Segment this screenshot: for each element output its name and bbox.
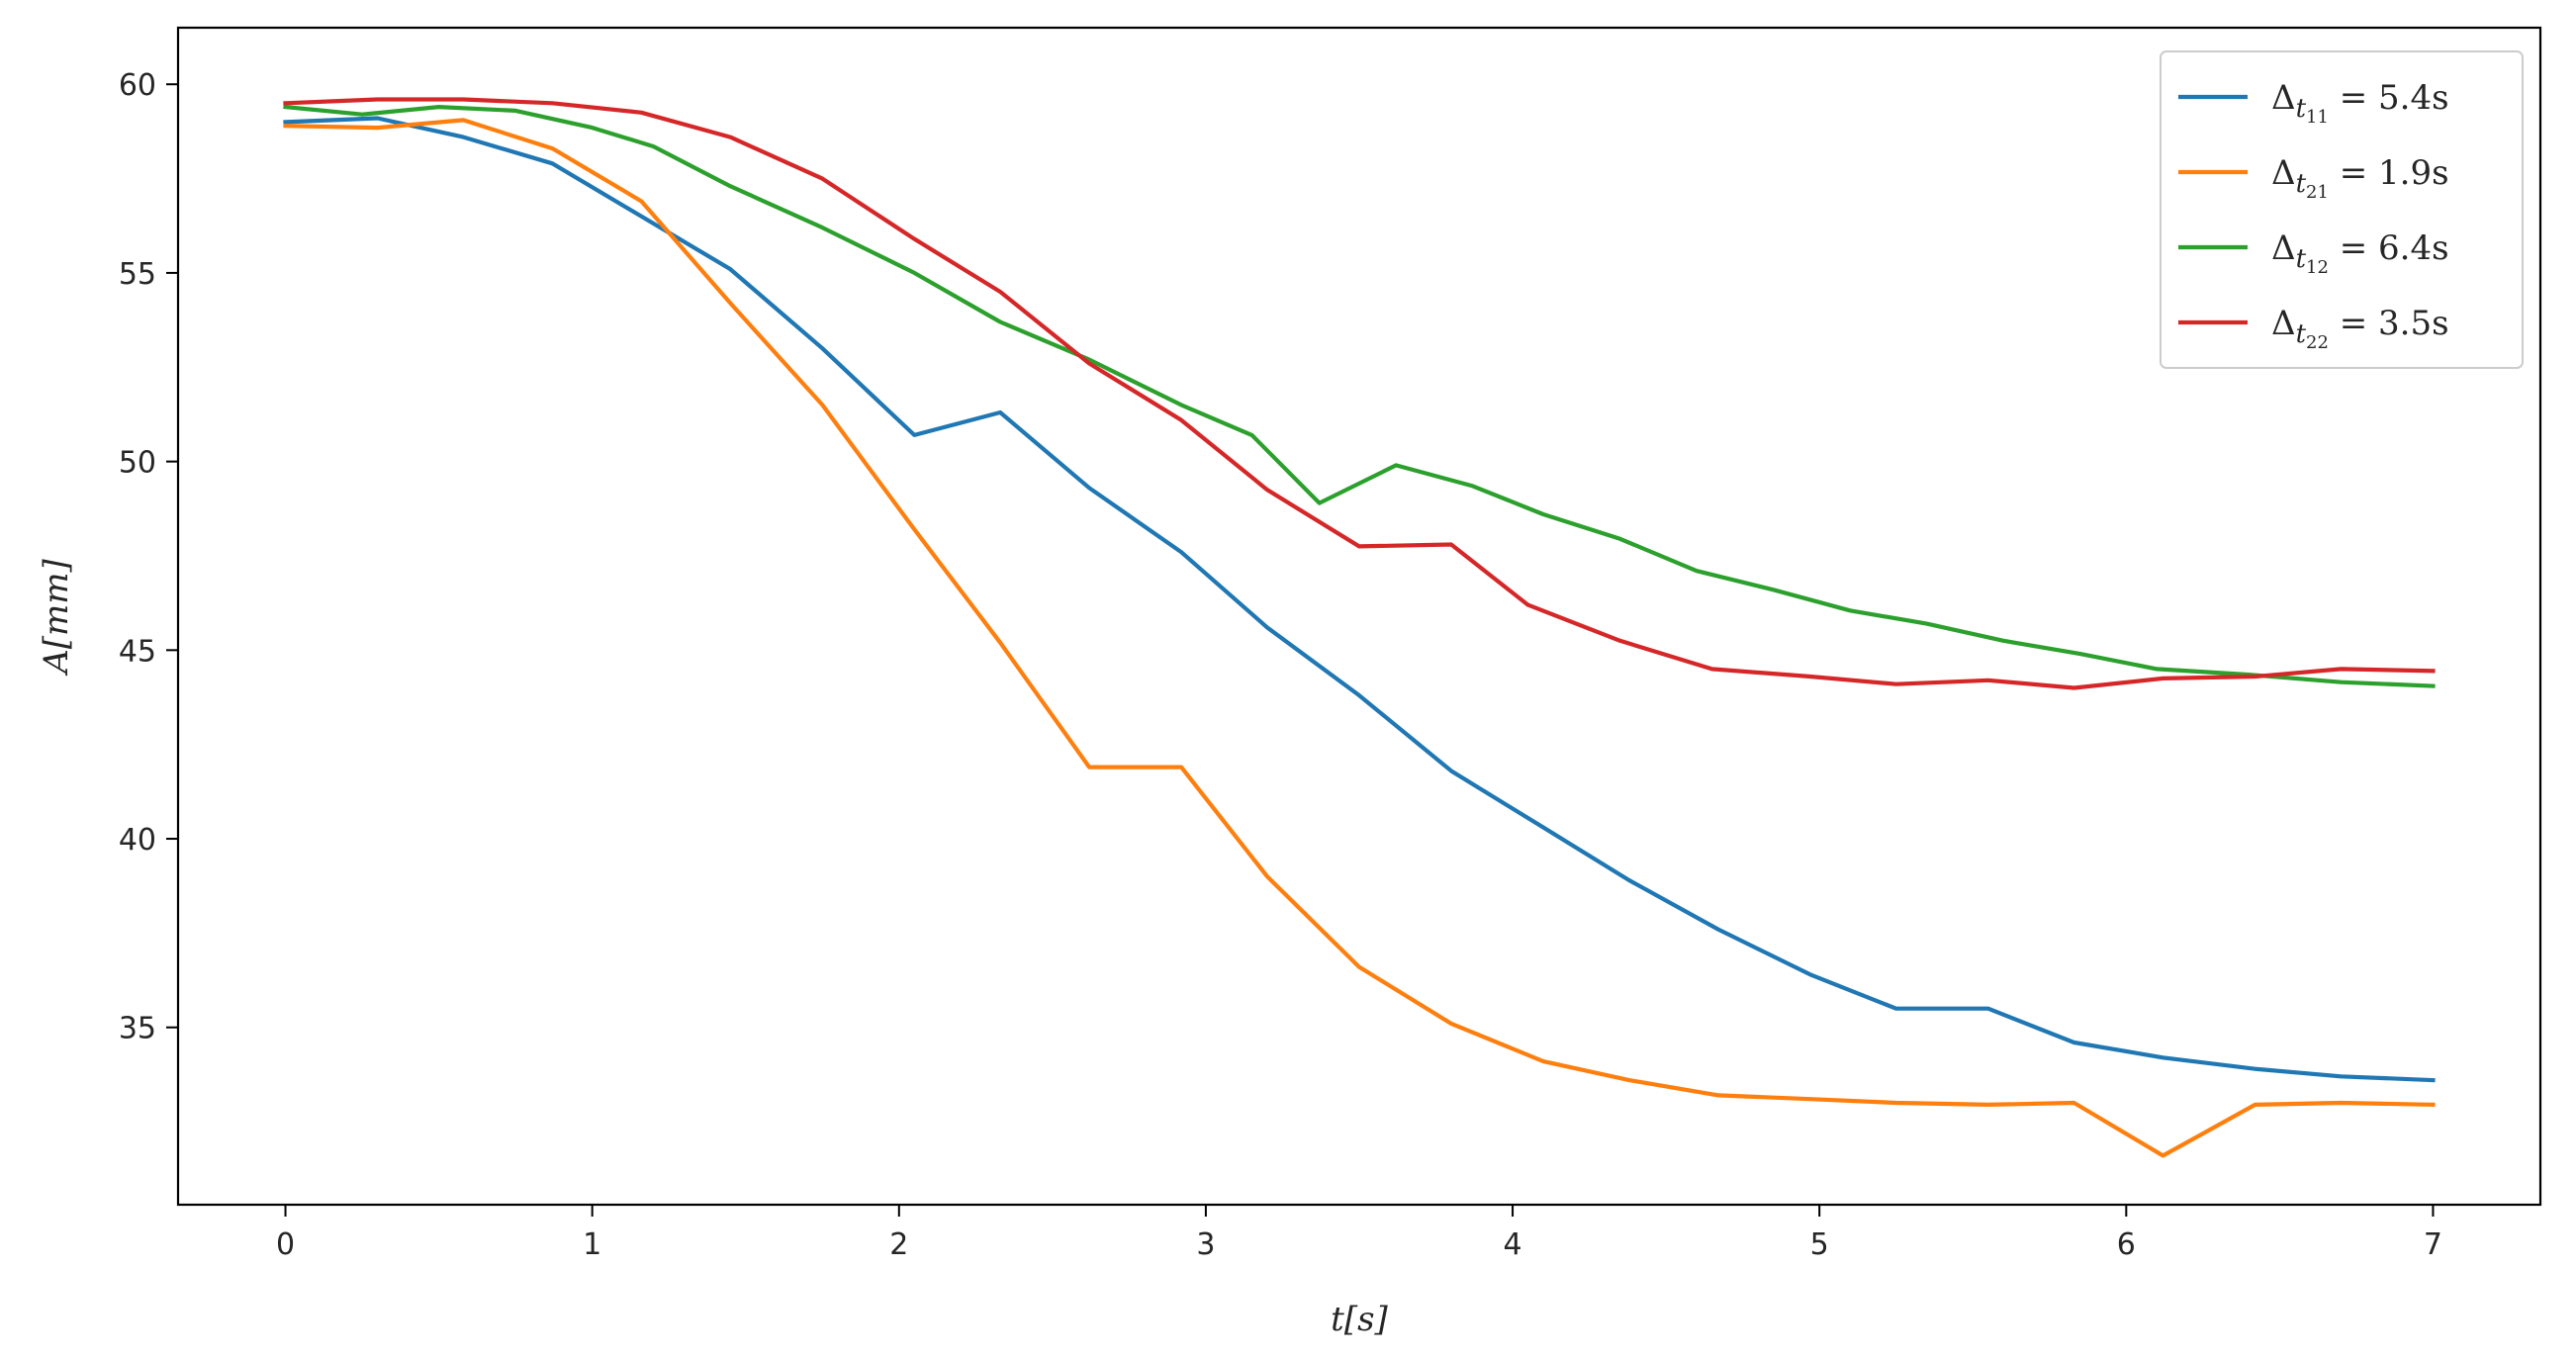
x-tick-label: 7 xyxy=(2424,1227,2442,1262)
y-axis-label: A[mm] xyxy=(37,558,76,676)
legend: Δt11 = 5.4s Δt21 = 1.9s Δt12 = 6.4s Δt22 = … xyxy=(2160,50,2524,369)
x-tick-label: 0 xyxy=(276,1227,295,1262)
legend-box xyxy=(2160,50,2524,369)
x-tick-label: 3 xyxy=(1196,1227,1215,1262)
y-tick-label: 35 xyxy=(119,1012,156,1046)
series-layer xyxy=(283,97,2436,1158)
plot-frame xyxy=(176,26,2542,1207)
x-axis-label: t[s] xyxy=(1331,1300,1388,1339)
legend-entry-3: Δt12 = 6.4s xyxy=(2271,228,2449,278)
x-tick-label: 1 xyxy=(583,1227,601,1262)
legend-entry-2: Δt21 = 1.9s xyxy=(2271,153,2449,203)
x-tick-label: 2 xyxy=(889,1227,908,1262)
series-line-2 xyxy=(283,118,2436,1158)
y-tick-label: 45 xyxy=(119,634,156,669)
x-tick-label: 4 xyxy=(1504,1227,1522,1262)
series-line-1 xyxy=(283,116,2436,1083)
y-tick-label: 60 xyxy=(119,68,156,103)
y-tick-label: 50 xyxy=(119,446,156,481)
y-tick-label: 55 xyxy=(119,257,156,292)
x-tick-label: 5 xyxy=(1810,1227,1829,1262)
x-tick-label: 6 xyxy=(2117,1227,2136,1262)
series-line-3 xyxy=(283,104,2436,688)
legend-entry-4: Δt22 = 3.5s xyxy=(2271,304,2449,353)
series-line-4 xyxy=(283,97,2436,690)
y-tick-label: 40 xyxy=(119,823,156,858)
legend-entry-1: Δt11 = 5.4s xyxy=(2271,78,2449,128)
